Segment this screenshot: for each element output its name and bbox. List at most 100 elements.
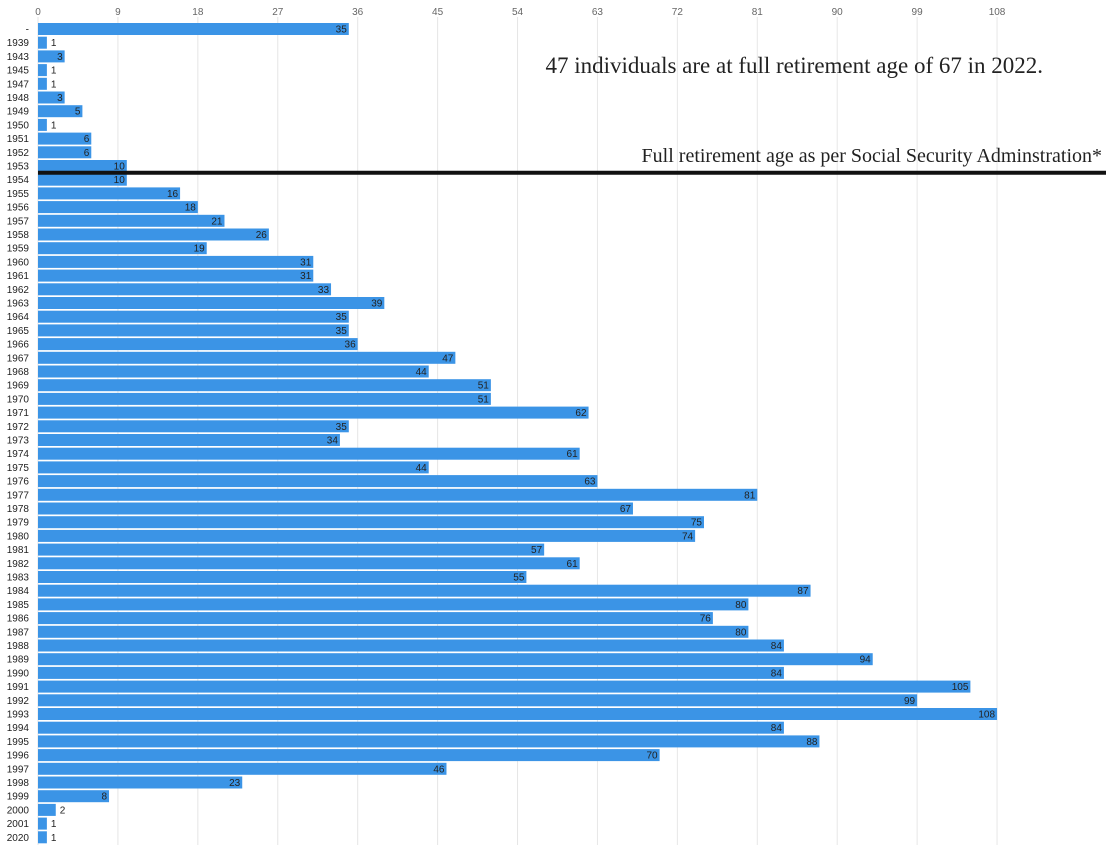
- category-label: 1954: [7, 175, 30, 186]
- category-label: 1939: [7, 38, 30, 49]
- value-label: 46: [433, 764, 445, 775]
- category-label: 1980: [7, 531, 30, 542]
- value-label: 26: [256, 230, 268, 241]
- headline-annotation: 47 individuals are at full retirement ag…: [545, 53, 1043, 78]
- bar-1988: [38, 639, 784, 652]
- value-label: 10: [114, 175, 126, 186]
- category-label: 1948: [7, 93, 30, 104]
- value-label: 5: [75, 107, 81, 118]
- value-labels: 3513113516610101618212619313133393535364…: [51, 25, 996, 844]
- bar-1949: [38, 105, 83, 118]
- value-label: 18: [185, 203, 197, 214]
- bar-1999: [38, 790, 110, 803]
- value-label: 105: [952, 682, 969, 693]
- bar-1943: [38, 50, 65, 63]
- category-label: 1990: [7, 668, 30, 679]
- bar-1991: [38, 680, 971, 693]
- bar-1994: [38, 721, 784, 734]
- bar-1998: [38, 776, 243, 789]
- value-label: 47: [442, 353, 454, 364]
- category-label: 1947: [7, 79, 30, 90]
- bar-1971: [38, 406, 589, 419]
- category-label: 1985: [7, 600, 30, 611]
- bar-1939: [38, 36, 47, 49]
- x-tick-label: 9: [115, 7, 121, 18]
- category-labels: - 1939 1943 1945 1947 1948 1949 1950 1951 1952 195…: [7, 25, 30, 844]
- value-label: 61: [567, 559, 579, 570]
- category-label: 1998: [7, 778, 30, 789]
- category-label: 1945: [7, 66, 30, 77]
- value-label: 57: [531, 545, 543, 556]
- category-label: 1994: [7, 723, 30, 734]
- value-label: 6: [84, 134, 90, 145]
- category-label: 1977: [7, 490, 30, 501]
- bar-1957: [38, 214, 225, 227]
- bar-1951: [38, 132, 92, 145]
- x-tick-label: 45: [432, 7, 444, 18]
- value-label: 1: [51, 833, 57, 844]
- value-label: 16: [167, 189, 179, 200]
- category-label: 1966: [7, 340, 30, 351]
- value-label: 2: [60, 805, 66, 816]
- value-label: 84: [771, 723, 783, 734]
- bar-1986: [38, 612, 713, 625]
- value-label: 36: [345, 340, 357, 351]
- category-label: 1996: [7, 751, 30, 762]
- category-label: 1972: [7, 422, 30, 433]
- bar-1967: [38, 351, 456, 364]
- value-label: 44: [416, 367, 428, 378]
- bar-1963: [38, 297, 385, 309]
- category-label: 1943: [7, 52, 30, 63]
- bar-1981: [38, 543, 545, 556]
- value-label: 62: [575, 408, 587, 419]
- x-tick-label: 90: [832, 7, 844, 18]
- category-label: 1959: [7, 244, 30, 255]
- category-label: 1970: [7, 394, 30, 405]
- value-label: 1: [51, 66, 57, 77]
- bar-1968: [38, 365, 429, 378]
- bar-1997: [38, 762, 447, 775]
- category-label: 1979: [7, 518, 30, 529]
- value-label: 87: [797, 586, 809, 597]
- category-label: 1982: [7, 559, 30, 570]
- value-label: 35: [336, 422, 348, 433]
- category-label: 1983: [7, 573, 30, 584]
- bar-1958: [38, 228, 269, 241]
- value-label: 1: [51, 79, 57, 90]
- bar-2020: [38, 831, 47, 844]
- bar-1956: [38, 201, 198, 214]
- category-label: 1955: [7, 189, 30, 200]
- value-label: 76: [700, 614, 712, 625]
- category-label: 1999: [7, 792, 30, 803]
- category-label: 1981: [7, 545, 30, 556]
- category-label: 1989: [7, 655, 30, 666]
- category-label: 1950: [7, 120, 30, 131]
- bar-1992: [38, 694, 918, 707]
- bar-1984: [38, 584, 811, 597]
- value-label: 44: [416, 463, 428, 474]
- x-tick-label: 18: [192, 7, 204, 18]
- bar-1977: [38, 488, 758, 501]
- category-label: 2020: [7, 833, 30, 844]
- x-axis-ticks: 0 9 18 27 36 45 54 63 72 81 90 99 108: [35, 7, 1006, 18]
- category-label: 2001: [7, 819, 30, 830]
- value-label: 3: [57, 52, 63, 63]
- category-label: 1957: [7, 216, 30, 227]
- bar-1950: [38, 118, 47, 131]
- bar-1954: [38, 173, 127, 186]
- gridlines: [37, 17, 998, 845]
- category-label: 1984: [7, 586, 30, 597]
- bar-1962: [38, 283, 332, 296]
- value-label: 10: [114, 162, 126, 173]
- bar-1980: [38, 529, 696, 542]
- bar-1995: [38, 735, 820, 748]
- value-label: 31: [300, 257, 312, 268]
- x-tick-label: 27: [272, 7, 284, 18]
- bar-1973: [38, 434, 340, 446]
- x-tick-label: 36: [352, 7, 364, 18]
- value-label: 81: [744, 490, 756, 501]
- category-label: 1975: [7, 463, 30, 474]
- category-label: 1968: [7, 367, 30, 378]
- value-label: 67: [620, 504, 632, 515]
